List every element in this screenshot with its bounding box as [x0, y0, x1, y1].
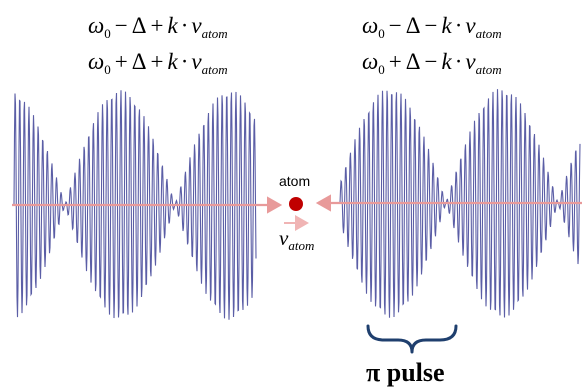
pi-pulse-label: π pulse	[366, 358, 445, 387]
formula-left-top: ω0− Δ + k · vatom	[88, 13, 228, 41]
atom-dot	[289, 197, 303, 211]
formula-left-bottom: ω0 + Δ + k · vatom	[88, 49, 228, 77]
pi-pulse-brace	[366, 324, 458, 354]
left-beat-wave	[13, 90, 257, 320]
formula-right-top: ω0− Δ − k · vatom	[362, 13, 502, 41]
atom-label: atom	[279, 173, 311, 189]
atom-velocity-label: vatom	[279, 226, 315, 253]
formula-right-bottom: ω0 + Δ − k · vatom	[362, 49, 502, 77]
right-beat-wave	[339, 89, 581, 318]
